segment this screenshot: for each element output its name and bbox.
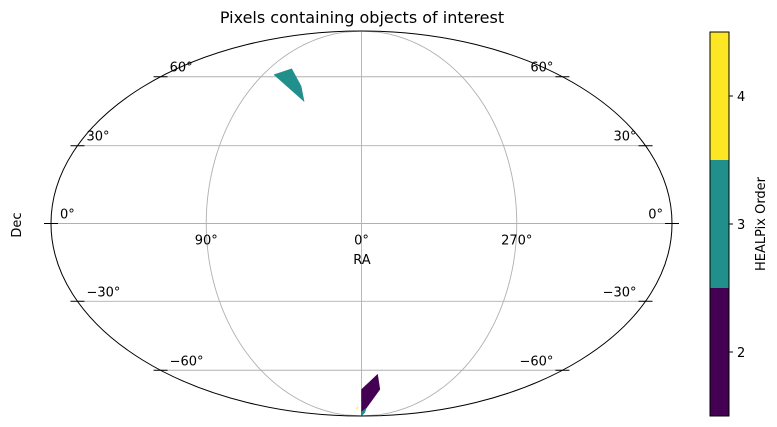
healpix-pixel-order-2 (361, 373, 381, 416)
dec-tick-label-right: 0° (60, 208, 75, 223)
ra-tick-label: 90° (195, 234, 218, 249)
ra-gridline (361, 30, 518, 417)
graticule (51, 30, 672, 417)
colorbar-label: HEALPix Order (754, 176, 769, 271)
dec-tick-label-right: −60° (170, 354, 204, 369)
colorbar-tick-label: 2 (737, 346, 745, 361)
dec-tick-label-left: 0° (648, 208, 663, 223)
ra-tick-label: 0° (354, 234, 369, 249)
chart-title: Pixels containing objects of interest (220, 8, 504, 27)
healpix-pixels (273, 68, 381, 417)
colorbar-segment-order-3 (710, 160, 729, 288)
colorbar-segment-order-4 (710, 32, 729, 160)
dec-tick-label-left: −60° (519, 354, 553, 369)
x-axis-label: RA (353, 253, 371, 268)
ra-gridline (205, 30, 362, 417)
dec-tick-label-left: 30° (613, 130, 636, 145)
healpix-pixel-order-3 (273, 68, 305, 103)
axis-ticks: 60° 60° 30° 30° 0° 0° −30° −30° −60° −60° 90° 0° 270… (44, 61, 679, 371)
dec-tick-label-right: 30° (86, 130, 109, 145)
dec-tick-label-left: −30° (603, 285, 637, 300)
colorbar-tick-label: 3 (737, 218, 745, 233)
colorbar-segment-order-2 (710, 288, 729, 416)
dec-tick-label-left: 60° (530, 61, 553, 76)
colorbar-tick-label: 4 (737, 90, 745, 105)
healpix-pixel-order-4 (355, 406, 359, 410)
dec-tick-label-right: −30° (86, 285, 120, 300)
ra-tick-label: 270° (501, 234, 532, 249)
healpix-pixel-order-3 (361, 407, 367, 417)
colorbar: 2 3 4 (709, 31, 745, 417)
dec-tick-label-right: 60° (170, 61, 193, 76)
y-axis-label: Dec (10, 212, 25, 237)
